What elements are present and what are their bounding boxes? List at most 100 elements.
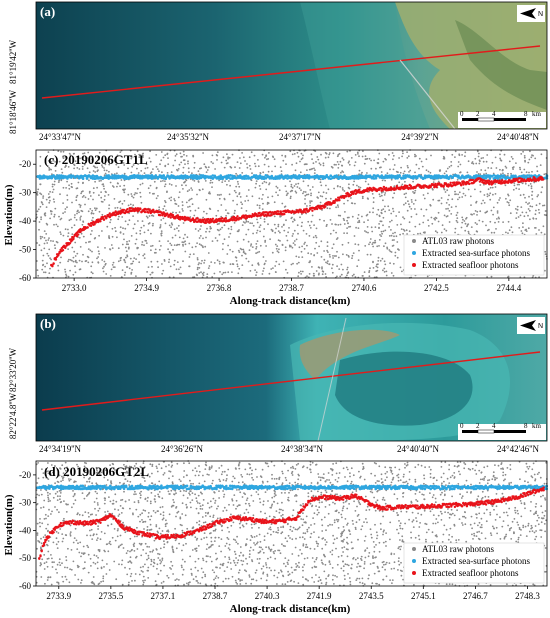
sea-surface-photon — [329, 174, 333, 177]
sea-surface-photon — [178, 175, 181, 178]
raw-photon — [525, 230, 528, 233]
raw-photon — [273, 201, 276, 204]
raw-photon — [260, 567, 263, 570]
map-b-lon-label-4: 24°40'40''N — [397, 444, 439, 454]
raw-photon — [224, 180, 227, 183]
raw-photon — [64, 211, 66, 213]
seafloor-photon — [52, 262, 55, 265]
raw-photon — [380, 191, 383, 194]
raw-photon — [151, 550, 154, 553]
raw-photon — [42, 264, 44, 267]
raw-photon — [104, 247, 106, 249]
raw-photon — [141, 243, 143, 246]
raw-photon — [460, 226, 463, 229]
raw-photon — [69, 154, 72, 157]
raw-photon — [338, 268, 341, 270]
raw-photon — [132, 204, 135, 207]
raw-photon — [432, 514, 435, 516]
raw-photon — [507, 193, 509, 196]
sea-surface-photon — [70, 176, 73, 179]
raw-photon — [114, 226, 116, 229]
raw-photon — [263, 220, 266, 223]
raw-photon — [133, 223, 136, 226]
raw-photon — [362, 150, 364, 153]
seafloor-photon — [501, 179, 504, 182]
x-tick-label: 2740.6 — [352, 283, 377, 293]
raw-photon — [321, 267, 323, 270]
sea-surface-photon — [358, 175, 362, 178]
raw-photon — [47, 151, 50, 154]
raw-photon — [245, 522, 248, 525]
raw-photon — [103, 566, 105, 568]
raw-photon — [480, 202, 483, 205]
raw-photon — [301, 536, 304, 539]
raw-photon — [156, 168, 159, 171]
raw-photon — [384, 205, 386, 208]
raw-photon — [532, 154, 534, 157]
raw-photon — [375, 462, 377, 465]
raw-photon — [98, 210, 101, 213]
sea-surface-photon — [392, 175, 395, 179]
raw-photon — [492, 193, 494, 196]
raw-photon — [268, 183, 270, 186]
raw-photon — [95, 162, 98, 165]
raw-photon — [302, 154, 304, 157]
raw-photon — [182, 237, 185, 240]
raw-photon — [248, 502, 250, 505]
raw-photon — [182, 494, 185, 497]
raw-photon — [318, 218, 321, 221]
raw-photon — [159, 224, 162, 226]
raw-photon — [227, 227, 230, 230]
raw-photon — [108, 163, 111, 166]
raw-photon — [496, 218, 498, 220]
raw-photon — [205, 230, 207, 233]
raw-photon — [160, 180, 162, 183]
raw-photon — [337, 206, 340, 208]
sea-surface-photon — [168, 177, 171, 180]
raw-photon — [490, 534, 493, 536]
raw-photon — [423, 482, 425, 485]
raw-photon — [49, 257, 51, 260]
raw-photon — [332, 152, 335, 155]
sea-surface-photon — [457, 174, 460, 178]
raw-photon — [309, 261, 311, 263]
raw-photon — [539, 164, 542, 167]
raw-photon — [206, 276, 209, 278]
raw-photon — [198, 188, 201, 191]
raw-photon — [45, 239, 47, 242]
raw-photon — [438, 169, 441, 172]
raw-photon — [172, 248, 174, 251]
raw-photon — [36, 242, 38, 244]
raw-photon — [269, 528, 272, 531]
raw-photon — [446, 167, 449, 170]
raw-photon — [538, 212, 541, 214]
raw-photon — [144, 498, 147, 501]
raw-photon — [448, 221, 451, 223]
raw-photon — [204, 573, 207, 576]
seafloor-photon — [277, 210, 280, 213]
sea-surface-photon — [195, 176, 199, 180]
raw-photon — [137, 163, 140, 166]
raw-photon — [303, 190, 305, 193]
raw-photon — [170, 226, 173, 229]
raw-photon — [537, 208, 540, 211]
raw-photon — [384, 179, 386, 182]
raw-photon — [184, 240, 187, 243]
raw-photon — [221, 226, 224, 229]
raw-photon — [464, 194, 467, 197]
raw-photon — [307, 193, 310, 196]
raw-photon — [343, 219, 346, 222]
raw-photon — [70, 185, 73, 188]
raw-photon — [389, 250, 392, 253]
raw-photon — [211, 569, 214, 571]
raw-photon — [527, 214, 529, 217]
raw-photon — [54, 161, 57, 163]
sea-surface-photon — [250, 176, 254, 179]
raw-photon — [322, 191, 325, 194]
raw-photon — [255, 246, 258, 248]
raw-photon — [293, 240, 296, 242]
raw-photon — [186, 190, 189, 193]
raw-photon — [351, 215, 354, 218]
raw-photon — [149, 150, 152, 153]
raw-photon — [157, 195, 159, 197]
